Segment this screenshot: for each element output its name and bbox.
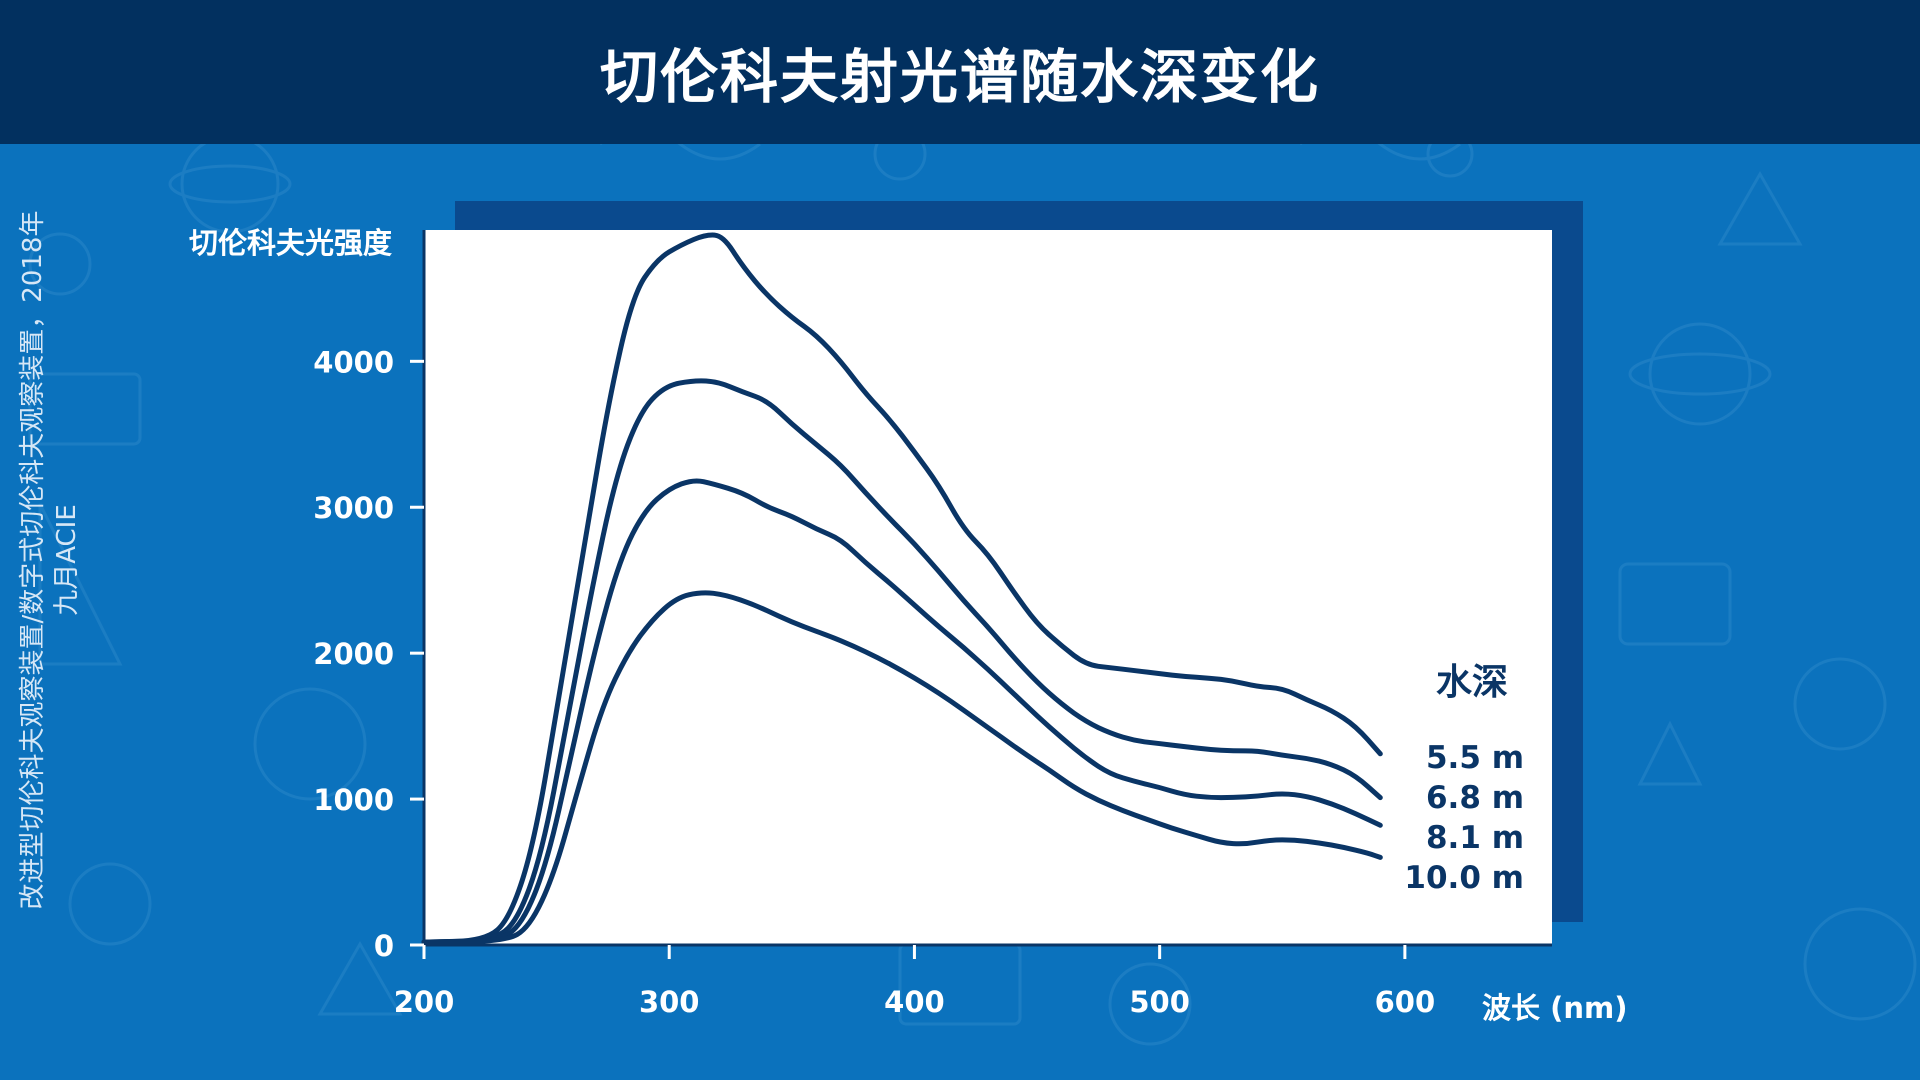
legend-label-1: 5.5 m — [1426, 740, 1524, 776]
series-line-1 — [421, 232, 1383, 945]
x-tick-label: 200 — [394, 985, 455, 1019]
series-line-4 — [421, 590, 1383, 945]
legend-title: 水深 — [1436, 662, 1508, 703]
tick-labels: 200 300 400 500 600 0 1000 2000 3000 4000 — [313, 345, 1435, 1019]
legend-label-3: 8.1 m — [1426, 820, 1524, 856]
series-lines — [421, 232, 1383, 945]
legend: 5.5 m 6.8 m 8.1 m 10.0 m — [1404, 740, 1524, 896]
x-tick-label: 500 — [1129, 985, 1190, 1019]
axes — [422, 230, 1552, 947]
title-bar: 切伦科夫射光谱随水深变化 — [0, 0, 1920, 144]
x-axis-title: 波长 (nm) — [1482, 991, 1627, 1025]
x-tick-label: 300 — [639, 985, 700, 1019]
legend-label-2: 6.8 m — [1426, 780, 1524, 816]
y-tick-label: 1000 — [313, 783, 394, 817]
y-tick-label: 2000 — [313, 637, 394, 671]
x-tick-label: 600 — [1375, 985, 1436, 1019]
series-line-3 — [421, 478, 1383, 945]
y-tick-label: 4000 — [313, 345, 394, 379]
series-line-2 — [421, 378, 1383, 945]
page-title: 切伦科夫射光谱随水深变化 — [599, 43, 1320, 111]
background-doodles — [28, 144, 1917, 1046]
x-tick-label: 400 — [884, 985, 945, 1019]
y-tick-label: 3000 — [313, 491, 394, 525]
y-axis-title: 切伦科夫光强度 — [189, 226, 392, 260]
legend-label-4: 10.0 m — [1404, 860, 1524, 896]
source-note: 改进型切伦科夫观察装置/数字式切伦科夫观察装置，2018年九月ACIE — [18, 210, 82, 910]
y-tick-label: 0 — [374, 929, 394, 963]
